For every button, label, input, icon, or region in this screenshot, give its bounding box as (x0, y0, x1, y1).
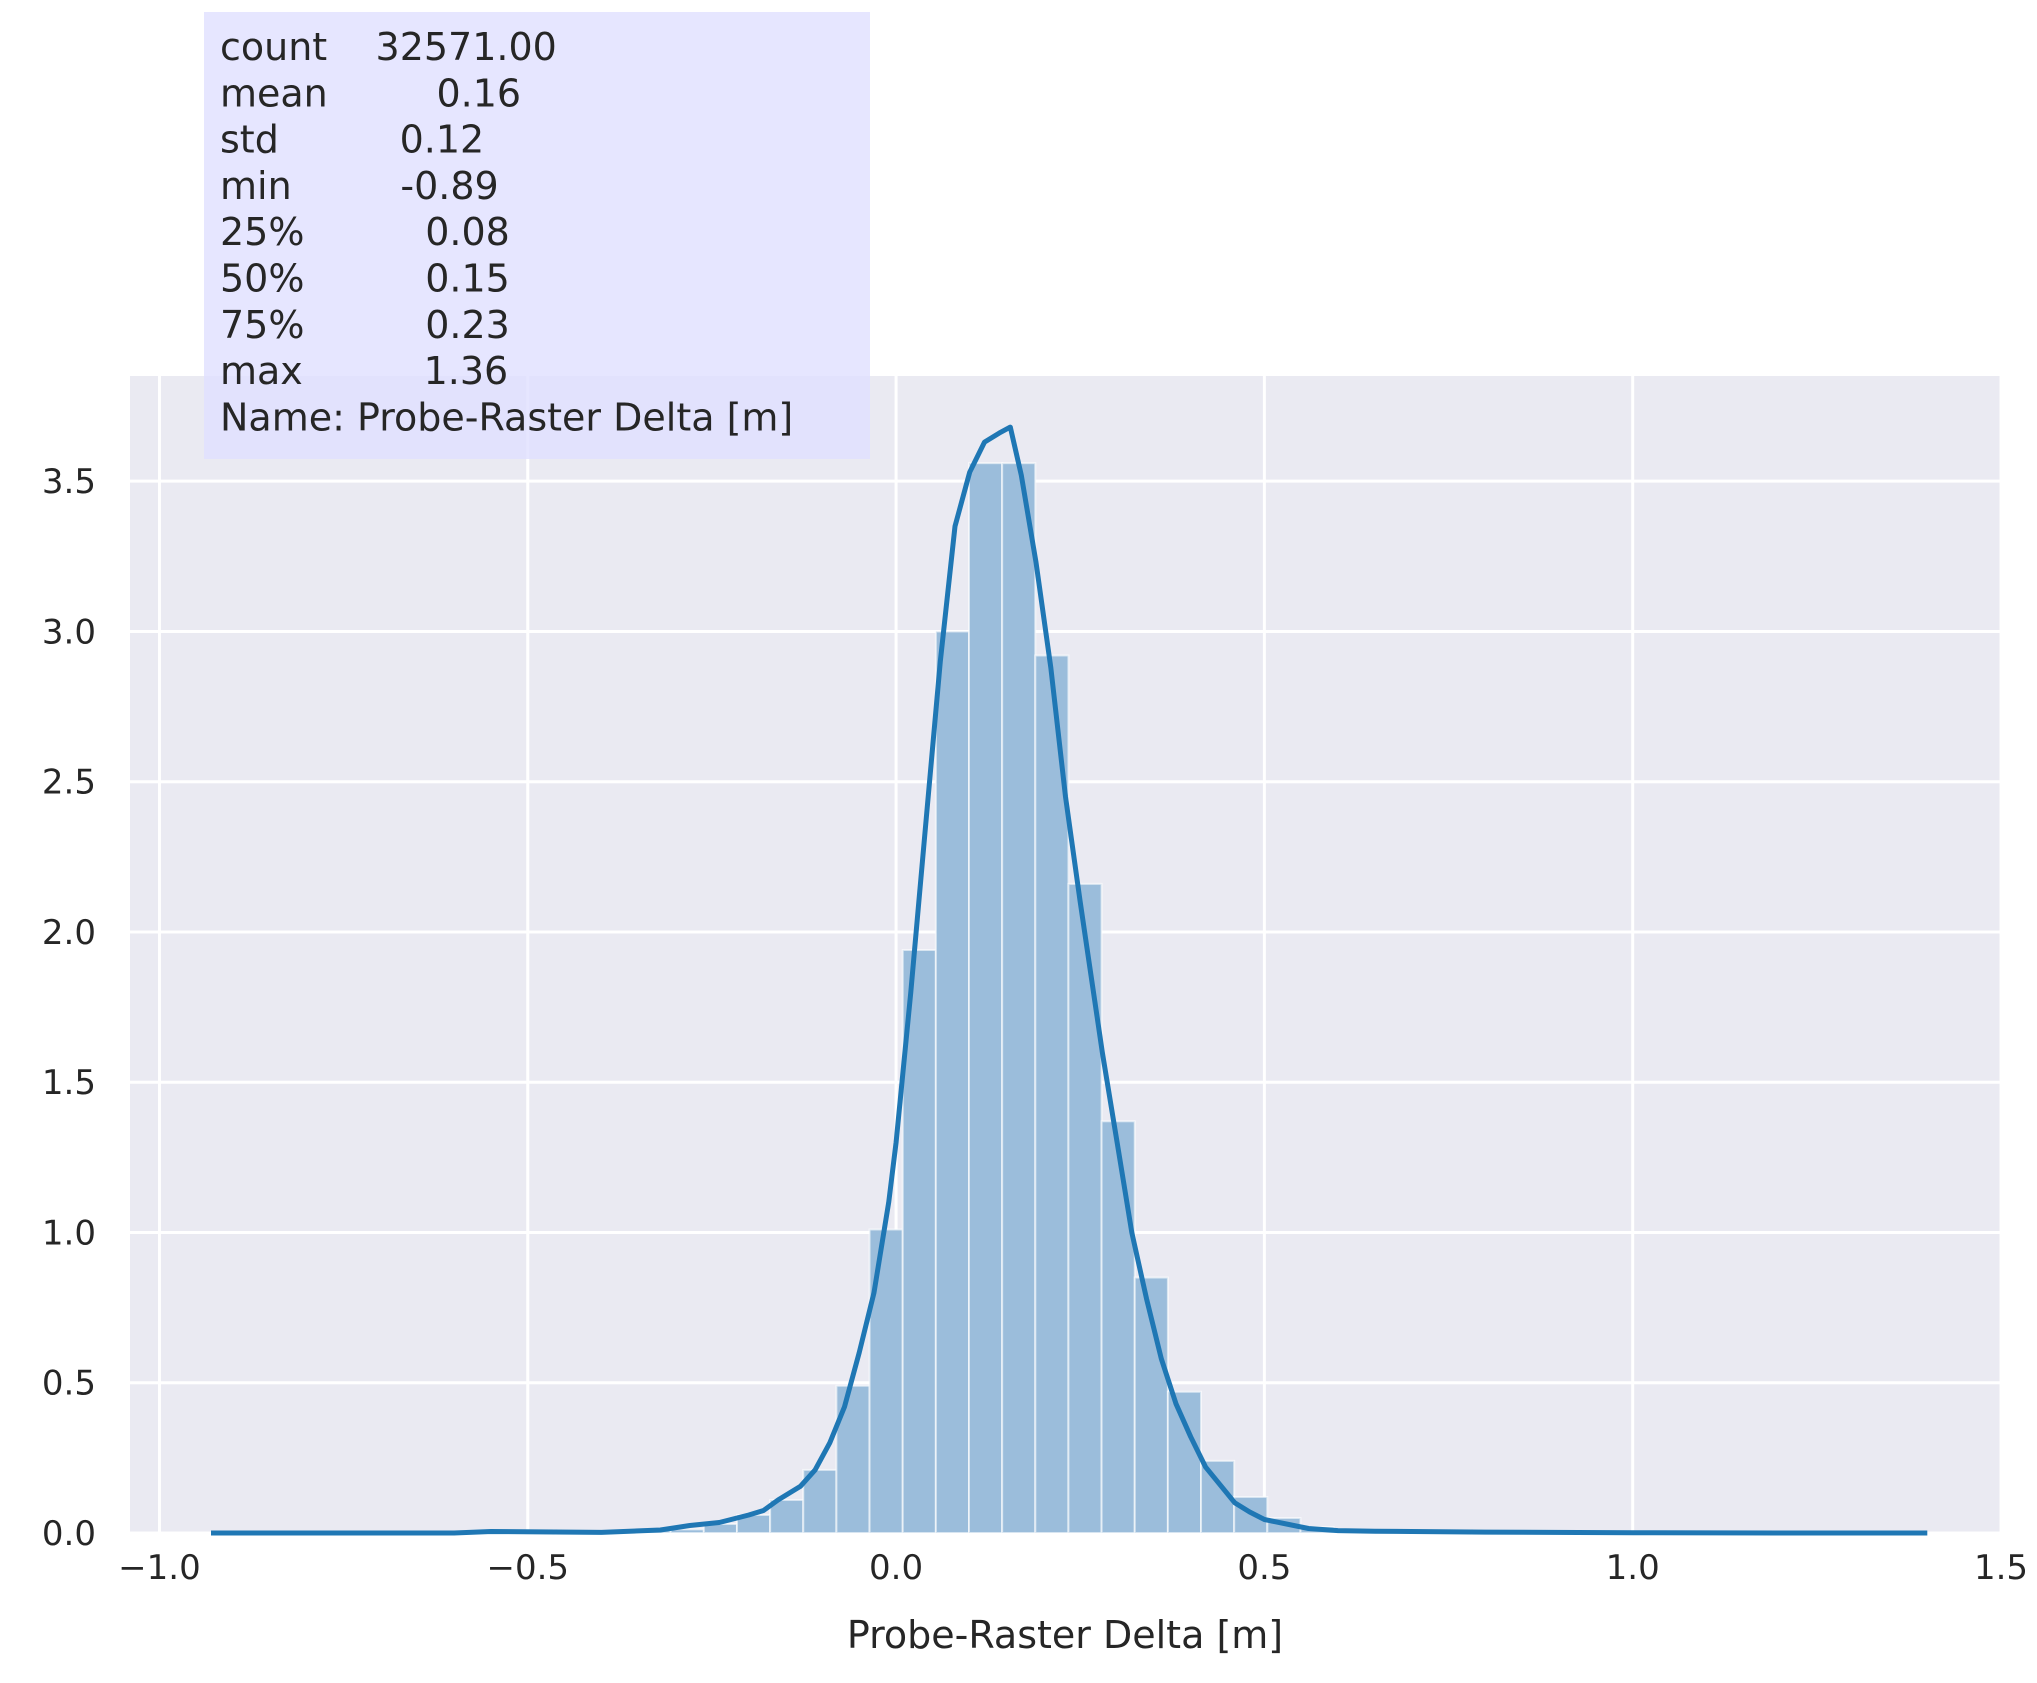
x-tick-label: −0.5 (486, 1548, 569, 1588)
summary-line: min -0.89 (220, 164, 499, 208)
y-tick-label: 2.0 (42, 913, 96, 953)
histogram-bar (1166, 1390, 1203, 1535)
y-tick-label: 1.5 (42, 1063, 96, 1103)
x-tick-label: 1.0 (1606, 1548, 1660, 1588)
summary-line: Name: Probe-Raster Delta [m] (220, 395, 793, 439)
histogram-bar (1001, 462, 1037, 1534)
y-tick-label: 0.5 (42, 1364, 96, 1404)
x-tick-label: 0.0 (869, 1548, 923, 1588)
histogram-bar (934, 630, 971, 1534)
y-tick-label: 2.5 (42, 763, 96, 803)
x-tick-label: −1.0 (118, 1548, 201, 1588)
histogram-bar (968, 462, 1004, 1534)
y-tick-label: 3.5 (42, 462, 96, 502)
summary-line: std 0.12 (220, 118, 484, 162)
y-tick-labels: 0.0 0.5 1.0 1.5 2.0 2.5 3.0 3.5 (42, 462, 96, 1554)
x-tick-label: 0.5 (1237, 1548, 1291, 1588)
kde-curve (211, 424, 1928, 1536)
summary-line: 25% 0.08 (220, 210, 510, 254)
summary-line: 50% 0.15 (220, 257, 510, 301)
histogram-bar (1034, 654, 1070, 1534)
summary-line: count 32571.00 (220, 25, 557, 69)
summary-line: 75% 0.23 (220, 303, 510, 347)
y-tick-label: 0.0 (42, 1514, 96, 1554)
summary-line: max 1.36 (220, 349, 508, 393)
histogram-bar (1100, 1120, 1136, 1535)
x-axis-label: Probe-Raster Delta [m] (847, 1613, 1283, 1657)
histogram-bar (1067, 882, 1103, 1534)
y-tick-label: 1.0 (42, 1213, 96, 1253)
x-tick-labels: −1.0 −0.5 0.0 0.5 1.0 1.5 (118, 1548, 2028, 1588)
y-tick-label: 3.0 (42, 612, 96, 652)
histogram-bar (901, 948, 937, 1534)
summary-line: mean 0.16 (220, 71, 521, 115)
histogram-bar (769, 1498, 805, 1535)
x-tick-label: 1.5 (1974, 1548, 2028, 1588)
summary-box-background (204, 12, 870, 459)
